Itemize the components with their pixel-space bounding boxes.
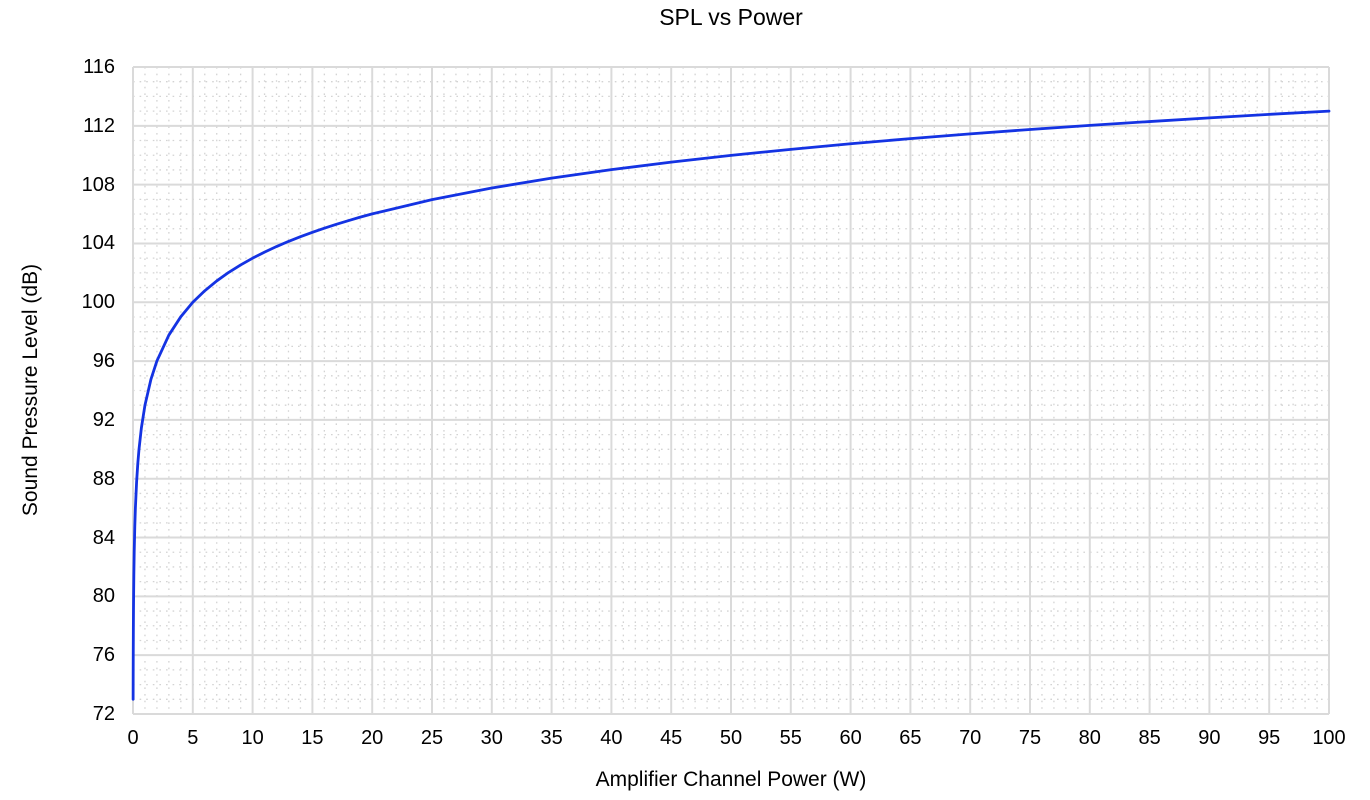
x-tick-label: 65 <box>899 727 922 749</box>
x-tick-label: 10 <box>241 727 264 749</box>
y-tick-label: 72 <box>92 703 115 725</box>
y-tick-label: 100 <box>81 291 115 314</box>
x-tick-label: 40 <box>600 727 623 749</box>
plot-area <box>131 66 1331 715</box>
x-tick-label: 35 <box>540 727 563 749</box>
y-tick-label: 108 <box>81 173 115 196</box>
x-tick-label: 5 <box>187 727 199 749</box>
x-tick-label: 20 <box>361 727 384 749</box>
x-tick-label: 95 <box>1258 727 1281 749</box>
y-tick-label: 80 <box>92 585 115 608</box>
x-tick-label: 55 <box>779 727 802 749</box>
x-tick-label: 85 <box>1138 727 1161 749</box>
x-tick-label: 90 <box>1198 727 1221 749</box>
y-tick-label: 76 <box>92 644 115 667</box>
y-tick-label: 88 <box>92 467 115 490</box>
spl-curve <box>131 109 1331 701</box>
y-tick-label: 84 <box>92 526 115 549</box>
x-tick-label: 45 <box>660 727 683 749</box>
x-tick-label: 75 <box>1018 727 1042 749</box>
y-tick-label: 96 <box>92 350 115 373</box>
x-axis-title: Amplifier Channel Power (W) <box>595 768 867 791</box>
chart-title: SPL vs Power <box>659 4 803 30</box>
y-tick-label: 92 <box>92 408 115 431</box>
x-tick-label: 50 <box>719 727 743 749</box>
x-tick-label: 0 <box>127 727 139 749</box>
x-tick-label: 15 <box>301 727 324 749</box>
y-tick-label: 104 <box>81 232 115 255</box>
y-axis-title: Sound Pressure Level (dB) <box>19 263 42 517</box>
x-tick-label: 30 <box>480 727 503 749</box>
x-tick-label: 25 <box>420 727 444 749</box>
x-tick-label: 80 <box>1078 727 1101 749</box>
x-tick-label: 70 <box>959 727 982 749</box>
x-tick-label: 100 <box>1312 727 1346 749</box>
x-tick-label: 60 <box>839 727 862 749</box>
y-tick-label: 112 <box>83 114 115 137</box>
y-tick-label: 116 <box>83 56 115 78</box>
